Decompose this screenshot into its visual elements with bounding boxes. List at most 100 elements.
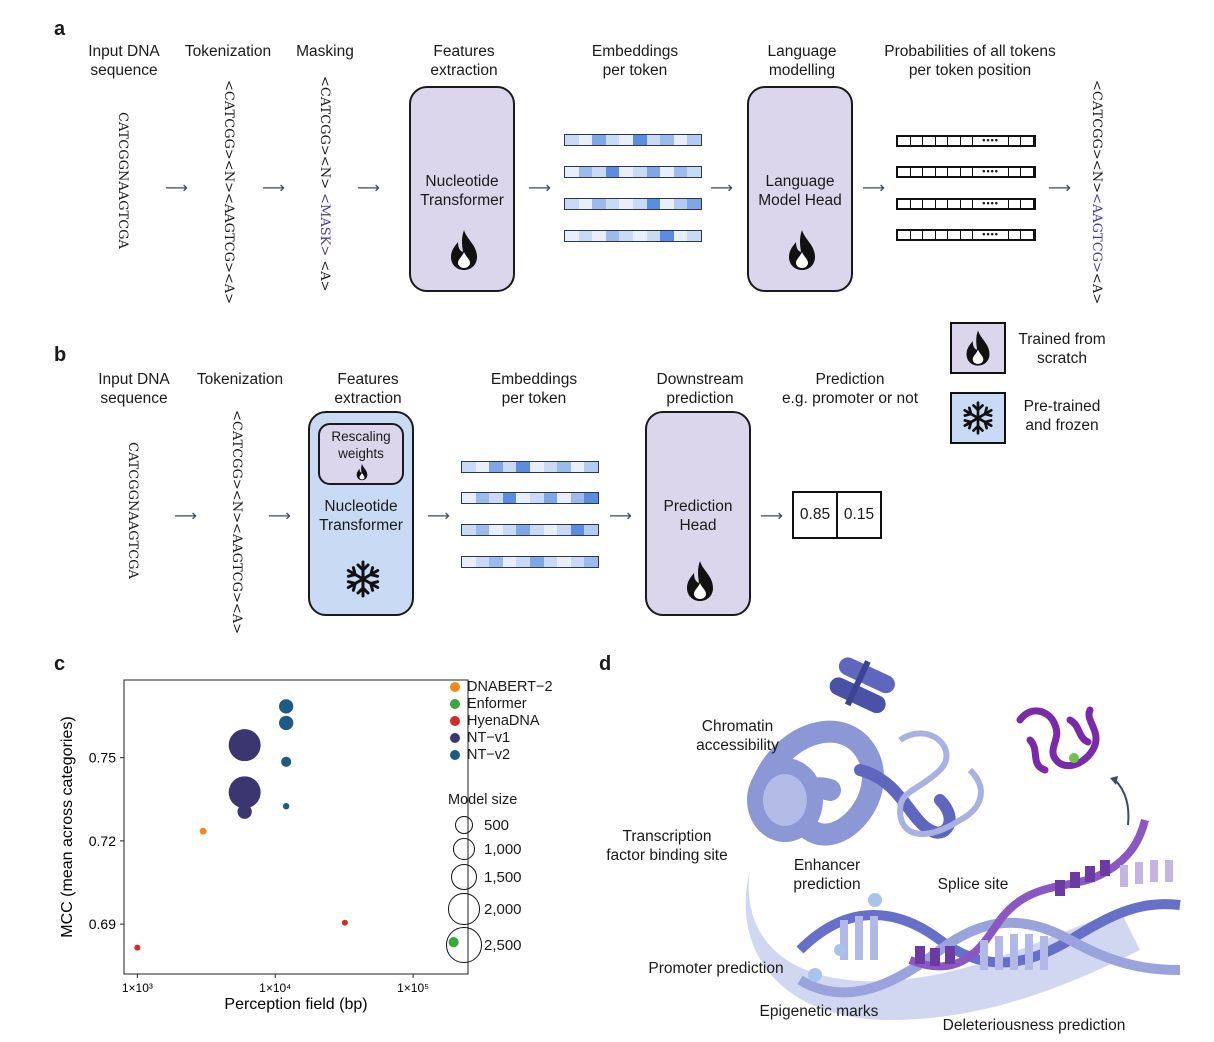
dna-ribbon: [745, 870, 1140, 1020]
embedding-bar: [564, 134, 702, 146]
protein-structure-icon: [1016, 706, 1100, 774]
embedding-bar: [564, 166, 702, 178]
legend-entry: HyenaDNA: [450, 712, 553, 729]
chromatin-strand: [896, 730, 984, 837]
embedding-bar: [461, 492, 599, 504]
output-probability-box: 0.85 0.15: [792, 491, 882, 539]
y-tick-label: 0.75: [89, 750, 116, 766]
size-legend-circle: [455, 816, 473, 834]
arrow-to-protein-icon: [1114, 779, 1130, 826]
size-legend-title: Model size: [448, 792, 518, 808]
tokenized-sequence-b: <CATCGG><N><AAGTCG><A>: [229, 410, 244, 635]
flame-icon: [789, 230, 815, 270]
size-legend-label: 1,000: [483, 840, 522, 858]
arrow-icon: ⟶: [165, 180, 188, 197]
epigenetic-marks-label: Epigenetic marks: [759, 1003, 879, 1020]
probability-bar: ••••: [896, 198, 1036, 210]
x-axis-label: Perception field (bp): [224, 996, 367, 1013]
size-legend-entry: 2,500: [446, 926, 522, 964]
x-tick-label: 1×10⁴: [259, 981, 291, 995]
y-tick-label: 0.72: [89, 833, 116, 849]
flame-icon: [687, 561, 713, 601]
size-legend-entry: 1,000: [450, 836, 522, 862]
size-legend-circle: [452, 837, 476, 861]
legend-marker: [450, 715, 460, 726]
snowflake-icon: [963, 401, 993, 435]
language-model-head-box: Language Model Head: [747, 86, 853, 292]
data-point: [279, 699, 294, 714]
arrow-icon: ⟶: [609, 508, 632, 525]
methylation-marks: [808, 893, 882, 982]
scatter-chart: 1×10³ 1×10⁴ 1×10⁵ 0.69 0.72 0.75 Perception f…: [59, 679, 469, 1013]
legend-label: HyenaDNA: [467, 712, 540, 729]
rescaling-weights-box: Rescaling weights: [318, 423, 404, 485]
arrow-icon: ⟶: [862, 180, 885, 197]
nt-box-label: Nucleotide Transformer: [420, 173, 504, 209]
legend-frozen-swatch: [950, 392, 1006, 444]
masking-label: Masking: [296, 43, 354, 60]
legend-trained-label: Trained from scratch: [1018, 331, 1106, 367]
size-legend-entry: 1,500: [450, 862, 522, 892]
size-legend-circle: [448, 893, 480, 925]
embeddings-label: Embeddings per token: [591, 43, 679, 79]
panel-letter-a: a: [54, 18, 66, 40]
arrow-icon: ⟶: [174, 508, 197, 525]
lm-box-label: Language Model Head: [758, 173, 842, 209]
size-legend-circle: [450, 863, 478, 891]
language-modelling-label: Language modelling: [767, 43, 837, 79]
data-point: [281, 756, 292, 767]
deleteriousness-prediction-label: Deleteriousness prediction: [942, 1017, 1126, 1034]
panel-letter-b: b: [54, 344, 67, 366]
embeddings-label-b: Embeddings per token: [490, 371, 578, 407]
size-legend-label: 500: [484, 816, 510, 834]
enhancer-prediction-label: Enhancer prediction: [793, 857, 861, 893]
arrow-icon: ⟶: [1048, 180, 1071, 197]
panel-letter-d: d: [599, 653, 612, 675]
legend-entry: NT−v2: [450, 746, 553, 763]
arrow-icon: ⟶: [427, 508, 450, 525]
chromosome-icon: [829, 657, 895, 714]
arrow-icon: ⟶: [357, 180, 380, 197]
legend-entry: NT−v1: [450, 729, 553, 746]
dna-sequence-b: CATCGGNAAGTCGA: [125, 442, 140, 579]
size-legend-label: 2,000: [483, 900, 522, 918]
base-pairs: [915, 860, 1110, 966]
embedding-bar: [564, 198, 702, 210]
data-point: [282, 802, 290, 810]
tf-binding-label: Transcription factor binding site: [606, 828, 728, 864]
embedding-bar: [461, 461, 599, 473]
mask-token: <MASK>: [317, 193, 332, 257]
chromatin-accessibility-label: Chromatin accessibility: [696, 718, 779, 754]
legend-label: Enformer: [467, 695, 527, 712]
dna-strand-blue: [796, 899, 1181, 968]
probabilities-label: Probabilities of all tokens per token pos…: [884, 43, 1056, 79]
plot-frame: [123, 679, 469, 975]
data-point: [134, 944, 141, 951]
legend-label: NT−v1: [467, 729, 511, 746]
arrow-icon: ⟶: [710, 180, 733, 197]
panel-letter-c: c: [54, 653, 66, 675]
chart-legend: DNABERT−2 Enformer HyenaDNA NT−v1 NT−v2: [450, 678, 553, 763]
tokenization-label-b: Tokenization: [196, 371, 284, 388]
legend-frozen-label: Pre-trained and frozen: [1023, 398, 1101, 434]
legend-marker: [450, 698, 460, 709]
size-legend-label: 2,500: [483, 936, 522, 954]
prediction-label: Prediction e.g. promoter or not: [781, 371, 919, 407]
predicted-token: <AAGTCG>: [1089, 192, 1104, 273]
size-legend-circle: [446, 927, 482, 963]
dna-strand-blue-2: [797, 917, 1181, 998]
flame-icon: [356, 463, 368, 481]
data-point: [341, 919, 348, 926]
flame-icon: [966, 330, 990, 366]
features-extraction-label: Features extraction: [430, 43, 498, 79]
tokenized-sequence-a: <CATCGG><N><AAGTCG><A>: [221, 80, 236, 305]
nucleotide-transformer-box-b: Rescaling weights Nucleotide Transformer: [308, 411, 414, 616]
arrow-icon: ⟶: [262, 180, 285, 197]
embedding-bar: [461, 524, 599, 536]
input-dna-label-b: Input DNA sequence: [98, 371, 170, 407]
masked-sequence: <CATCGG><N> <MASK> <A>: [317, 76, 332, 292]
snowflake-icon: [346, 560, 380, 598]
chromatin-loop: [854, 764, 956, 839]
size-legend-entry: 500: [450, 814, 522, 836]
output-value: 0.85: [794, 493, 838, 537]
